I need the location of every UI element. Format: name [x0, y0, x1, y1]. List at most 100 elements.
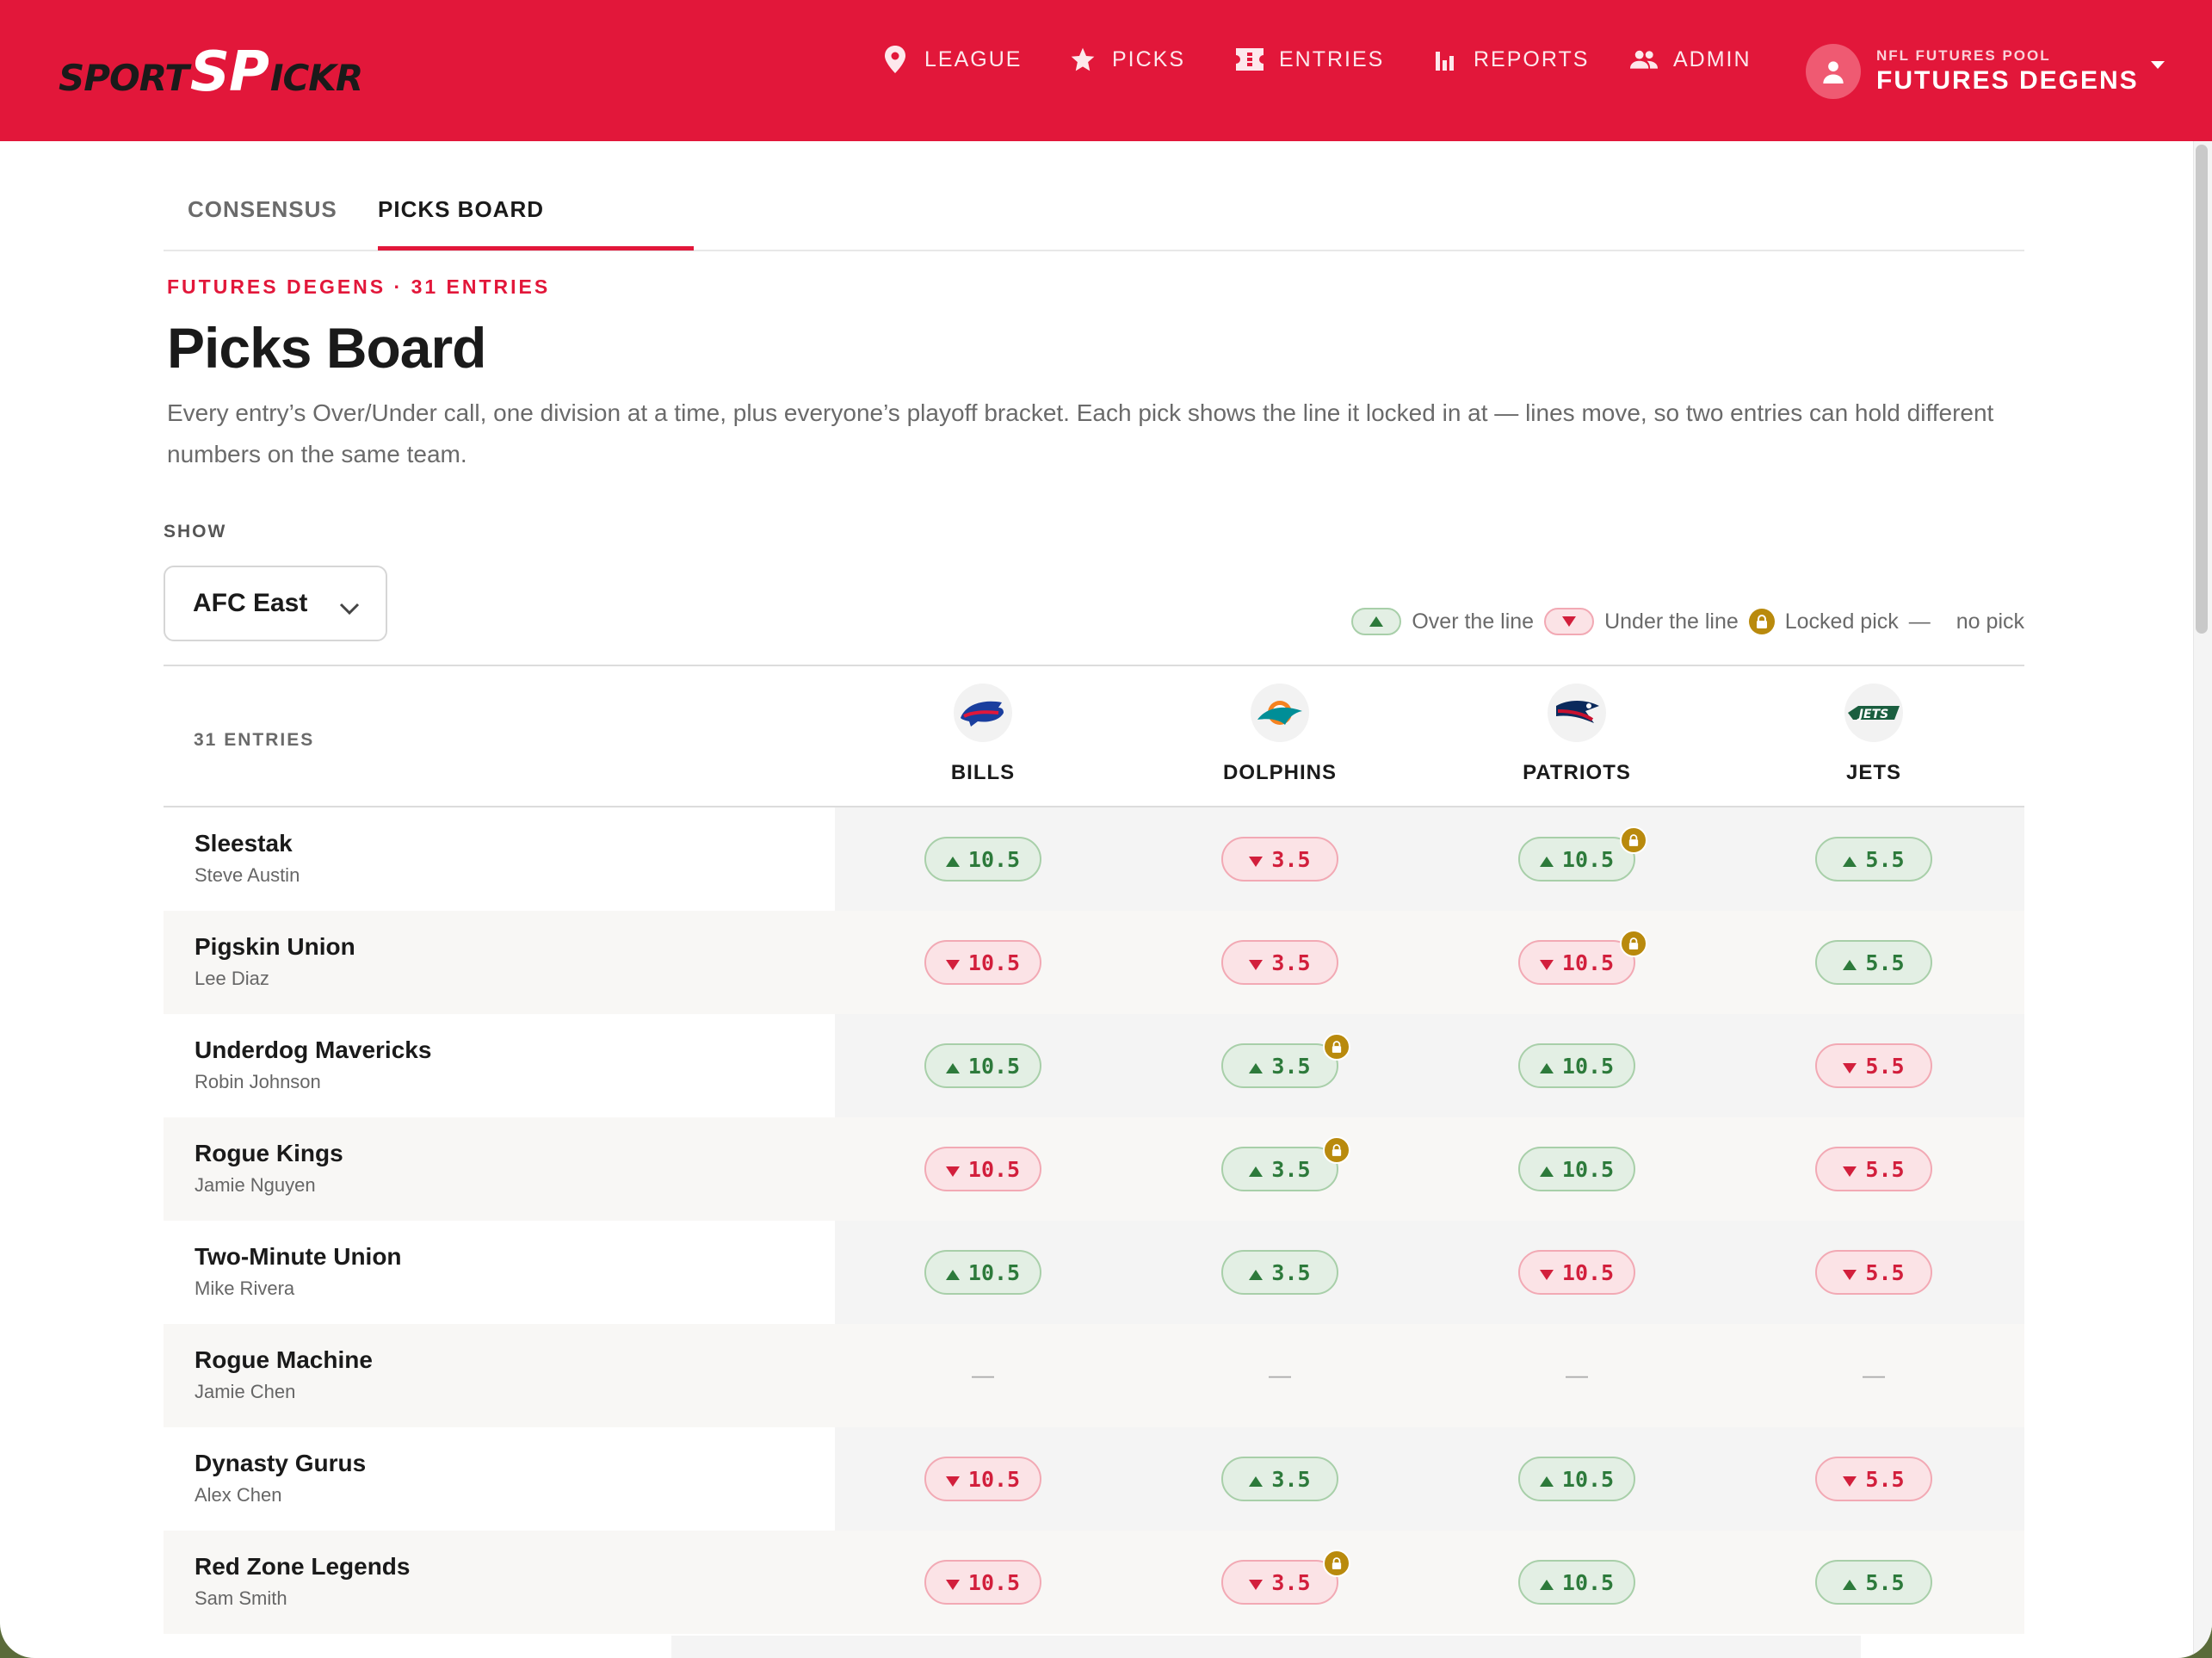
entry-cell: Underdog Mavericks Robin Johnson: [164, 1014, 835, 1117]
pick-under[interactable]: 5.5: [1815, 1147, 1932, 1191]
pick-line: 10.5: [967, 846, 1021, 872]
team-column-patriots[interactable]: PATRIOTS: [1448, 684, 1706, 785]
pick-under[interactable]: 5.5: [1815, 1043, 1932, 1088]
team-column-dolphins[interactable]: DOLPHINS: [1151, 684, 1409, 785]
entry-name[interactable]: Sleestak: [195, 830, 293, 857]
pick-under[interactable]: 10.5: [924, 1457, 1041, 1501]
down-triangle-icon: [1249, 950, 1264, 975]
entry-name[interactable]: Underdog Mavericks: [195, 1036, 432, 1063]
table-row[interactable]: Pigskin Union Lee Diaz 10.5 3.5 10.5 5.5: [164, 911, 2024, 1014]
no-pick: —: [1863, 1362, 1885, 1388]
tab-consensus[interactable]: CONSENSUS: [188, 196, 337, 222]
down-triangle-icon: [1539, 1260, 1554, 1285]
pick-under[interactable]: 10.5: [1518, 930, 1647, 985]
jets-logo-icon: JETS: [1844, 684, 1903, 742]
entry-owner: Jamie Chen: [195, 1381, 296, 1402]
pick-over[interactable]: 10.5: [1518, 826, 1647, 882]
show-label: SHOW: [164, 522, 227, 541]
nav-reports[interactable]: REPORTS: [1430, 38, 1589, 81]
star-icon: [1069, 46, 1097, 73]
entry-name[interactable]: Rogue Machine: [195, 1346, 373, 1373]
table-row[interactable]: Rogue Machine Jamie Chen — — — —: [164, 1324, 2024, 1427]
pick-over[interactable]: 3.5: [1221, 1457, 1338, 1501]
pick-under[interactable]: 3.5: [1221, 837, 1338, 882]
pick-over[interactable]: 3.5: [1221, 1136, 1350, 1191]
pool-subtitle: NFL FUTURES POOL: [1876, 47, 2051, 64]
user-icon: [1823, 61, 1844, 84]
down-triangle-icon: [1539, 950, 1554, 975]
nav-entries[interactable]: ENTRIES: [1236, 38, 1384, 81]
tab-picks-board[interactable]: PICKS BOARD: [378, 196, 545, 222]
pick-over[interactable]: 10.5: [1518, 1457, 1635, 1501]
pick-line: 10.5: [967, 1466, 1021, 1492]
pick-line: 10.5: [1561, 1466, 1615, 1492]
up-triangle-icon: [1539, 1157, 1554, 1182]
entries-count-label: 31 ENTRIES: [194, 730, 315, 750]
division-select[interactable]: AFC East: [164, 566, 387, 641]
pick-over[interactable]: 5.5: [1815, 1560, 1932, 1605]
entry-cell: Pigskin Union Lee Diaz: [164, 911, 835, 1014]
pick-over[interactable]: 5.5: [1815, 837, 1932, 882]
pick-under[interactable]: 10.5: [924, 1147, 1041, 1191]
entry-cell: Dynasty Gurus Alex Chen: [164, 1427, 835, 1531]
table-row[interactable]: Underdog Mavericks Robin Johnson 10.5 3.5 10…: [164, 1014, 2024, 1117]
entry-owner: Lee Diaz: [195, 968, 269, 989]
table-row[interactable]: Red Zone Legends Sam Smith 10.5 3.5 10.5 5.5: [164, 1531, 2024, 1634]
pick-under[interactable]: 10.5: [924, 940, 1041, 985]
pick-over[interactable]: 10.5: [924, 837, 1041, 882]
pick-over[interactable]: 3.5: [1221, 1033, 1350, 1088]
entry-owner: Alex Chen: [195, 1484, 282, 1506]
pick-line: 3.5: [1271, 950, 1311, 975]
pick-over[interactable]: 10.5: [924, 1043, 1041, 1088]
table-row[interactable]: Two-Minute Union Mike Rivera 10.5 3.5 10.5 5.…: [164, 1221, 2024, 1324]
pick-over[interactable]: 5.5: [1815, 940, 1932, 985]
table-row[interactable]: Dynasty Gurus Alex Chen 10.5 3.5 10.5 5.5: [164, 1427, 2024, 1531]
pick-over[interactable]: 10.5: [1518, 1043, 1635, 1088]
sportspickr-logo[interactable]: SPORT SP ICKR: [59, 40, 363, 104]
pick-under[interactable]: 10.5: [1518, 1250, 1635, 1295]
entry-name[interactable]: Two-Minute Union: [195, 1243, 402, 1270]
nav-admin[interactable]: ADMIN: [1630, 38, 1752, 81]
lock-icon: [1748, 609, 1775, 634]
pick-line: 3.5: [1271, 846, 1311, 872]
table-row[interactable]: Rogue Kings Jamie Nguyen 10.5 3.5 10.5 5.5: [164, 1117, 2024, 1221]
people-icon: [1630, 46, 1658, 73]
pick-over[interactable]: 10.5: [1518, 1147, 1635, 1191]
pick-under[interactable]: 3.5: [1221, 940, 1338, 985]
nav-picks[interactable]: PICKS: [1069, 38, 1185, 81]
entry-name[interactable]: Rogue Kings: [195, 1140, 343, 1166]
next-row-partial: [671, 1636, 1861, 1658]
pick-under[interactable]: 10.5: [924, 1560, 1041, 1605]
pick-over[interactable]: 10.5: [1518, 1560, 1635, 1605]
pick-line: 5.5: [1865, 950, 1905, 975]
pick-under[interactable]: 5.5: [1815, 1250, 1932, 1295]
ticket-icon: [1236, 46, 1264, 73]
entry-owner: Steve Austin: [195, 864, 300, 886]
scrollbar-thumb[interactable]: [2196, 145, 2208, 634]
picks-cell-group: [835, 1324, 2024, 1427]
chevron-down-icon: [339, 593, 360, 622]
under-arrow-icon: [1544, 608, 1595, 635]
pool-switcher[interactable]: NFL FUTURES POOL FUTURES DEGENS: [1806, 41, 2165, 102]
pick-over[interactable]: 3.5: [1221, 1250, 1338, 1295]
pick-under[interactable]: 3.5: [1221, 1550, 1350, 1605]
table-row[interactable]: Sleestak Steve Austin 10.5 3.5 10.5 5.5: [164, 807, 2024, 911]
up-triangle-icon: [945, 1260, 960, 1285]
page-title: Picks Board: [167, 316, 486, 380]
legend-locked: Locked pick: [1748, 609, 1899, 634]
team-column-bills[interactable]: BILLS: [854, 684, 1112, 785]
entry-name[interactable]: Red Zone Legends: [195, 1553, 411, 1580]
svg-text:JETS: JETS: [1857, 708, 1888, 721]
entry-cell: Two-Minute Union Mike Rivera: [164, 1221, 835, 1324]
team-column-jets[interactable]: JETS JETS: [1745, 684, 2003, 785]
up-triangle-icon: [945, 847, 960, 872]
up-triangle-icon: [1539, 1467, 1554, 1492]
entry-name[interactable]: Dynasty Gurus: [195, 1450, 367, 1476]
entry-name[interactable]: Pigskin Union: [195, 933, 355, 960]
bar-chart-icon: [1430, 46, 1458, 73]
nav-league[interactable]: LEAGUE: [881, 38, 1022, 81]
pick-over[interactable]: 10.5: [924, 1250, 1041, 1295]
up-triangle-icon: [1843, 1570, 1857, 1595]
pick-under[interactable]: 5.5: [1815, 1457, 1932, 1501]
